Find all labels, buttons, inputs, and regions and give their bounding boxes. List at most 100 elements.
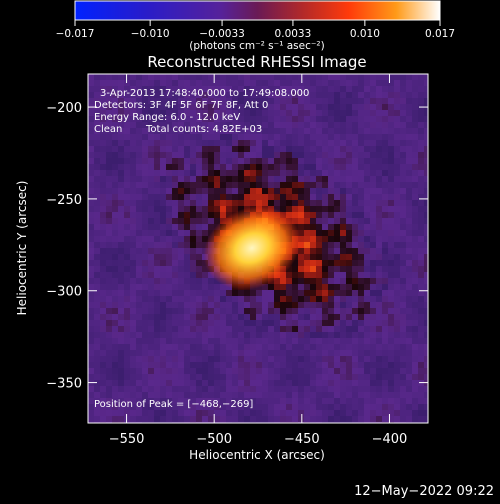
heatmap-cell: [184, 212, 190, 218]
heatmap-cell: [400, 152, 406, 158]
heatmap-cell: [412, 302, 418, 308]
heatmap-cell: [322, 218, 328, 224]
heatmap-cell: [322, 404, 328, 410]
heatmap-cell: [304, 296, 310, 302]
heatmap-cell: [100, 98, 106, 104]
heatmap-cell: [370, 380, 376, 386]
heatmap-cell: [406, 386, 412, 392]
heatmap-cell: [328, 176, 334, 182]
heatmap-cell: [112, 374, 118, 380]
heatmap-cell: [364, 278, 370, 284]
heatmap-cell: [130, 158, 136, 164]
heatmap-cell: [292, 182, 298, 188]
heatmap-cell: [94, 272, 100, 278]
heatmap-cell: [202, 266, 208, 272]
heatmap-cell: [232, 308, 238, 314]
heatmap-cell: [316, 320, 322, 326]
heatmap-cell: [166, 302, 172, 308]
heatmap-cell: [202, 416, 208, 422]
heatmap-cell: [130, 320, 136, 326]
heatmap-cell: [112, 266, 118, 272]
heatmap-cell: [244, 152, 250, 158]
heatmap-cell: [328, 230, 334, 236]
heatmap-cell: [424, 170, 428, 176]
heatmap-cell: [118, 248, 124, 254]
heatmap-cell: [244, 368, 250, 374]
heatmap-cell: [220, 140, 226, 146]
heatmap-cell: [424, 194, 428, 200]
heatmap-cell: [232, 362, 238, 368]
heatmap-cell: [418, 254, 424, 260]
heatmap-cell: [370, 254, 376, 260]
heatmap-cell: [214, 296, 220, 302]
heatmap-cell: [250, 290, 256, 296]
heatmap-cell: [382, 416, 388, 422]
heatmap-cell: [190, 356, 196, 362]
heatmap-cell: [328, 314, 334, 320]
heatmap-cell: [112, 260, 118, 266]
heatmap-cell: [286, 368, 292, 374]
heatmap-cell: [208, 296, 214, 302]
heatmap-cell: [268, 350, 274, 356]
heatmap-cell: [292, 410, 298, 416]
heatmap-cell: [214, 74, 220, 80]
heatmap-cell: [412, 284, 418, 290]
heatmap-cell: [352, 398, 358, 404]
heatmap-cell: [370, 392, 376, 398]
heatmap-cell: [112, 356, 118, 362]
heatmap-cell: [292, 338, 298, 344]
heatmap-cell: [130, 182, 136, 188]
heatmap-cell: [334, 134, 340, 140]
heatmap-cell: [274, 332, 280, 338]
heatmap-cell: [358, 314, 364, 320]
heatmap-cell: [94, 410, 100, 416]
heatmap-cell: [310, 182, 316, 188]
heatmap-cell: [124, 170, 130, 176]
heatmap-cell: [262, 134, 268, 140]
heatmap-cell: [238, 140, 244, 146]
heatmap-cell: [376, 206, 382, 212]
heatmap-cell: [100, 104, 106, 110]
heatmap-cell: [148, 200, 154, 206]
heatmap-cell: [376, 266, 382, 272]
heatmap-cell: [364, 146, 370, 152]
heatmap-cell: [160, 308, 166, 314]
heatmap-cell: [226, 212, 232, 218]
heatmap-cell: [346, 380, 352, 386]
heatmap-cell: [298, 224, 304, 230]
heatmap-cell: [322, 170, 328, 176]
heatmap-cell: [280, 74, 286, 80]
heatmap-cell: [376, 188, 382, 194]
heatmap-cell: [226, 416, 232, 422]
heatmap-cell: [334, 410, 340, 416]
heatmap-cell: [124, 260, 130, 266]
heatmap-cell: [274, 314, 280, 320]
heatmap-cell: [112, 194, 118, 200]
heatmap-cell: [352, 380, 358, 386]
heatmap-cell: [196, 230, 202, 236]
heatmap-cell: [412, 206, 418, 212]
heatmap-cell: [424, 134, 428, 140]
heatmap-cell: [310, 344, 316, 350]
heatmap-cell: [160, 122, 166, 128]
heatmap-cell: [298, 368, 304, 374]
heatmap-cell: [184, 182, 190, 188]
heatmap-cell: [244, 344, 250, 350]
heatmap-cell: [358, 386, 364, 392]
heatmap-cell: [346, 398, 352, 404]
heatmap-cell: [106, 326, 112, 332]
heatmap-cell: [178, 296, 184, 302]
heatmap-cell: [304, 176, 310, 182]
heatmap-cell: [136, 74, 142, 80]
heatmap-cell: [160, 86, 166, 92]
heatmap-cell: [178, 110, 184, 116]
heatmap-cell: [208, 122, 214, 128]
heatmap-cell: [352, 224, 358, 230]
heatmap-cell: [280, 146, 286, 152]
heatmap-cell: [172, 308, 178, 314]
heatmap-cell: [424, 80, 428, 86]
heatmap-cell: [118, 140, 124, 146]
heatmap-cell: [250, 314, 256, 320]
heatmap-cell: [394, 122, 400, 128]
heatmap-cell: [250, 164, 256, 170]
